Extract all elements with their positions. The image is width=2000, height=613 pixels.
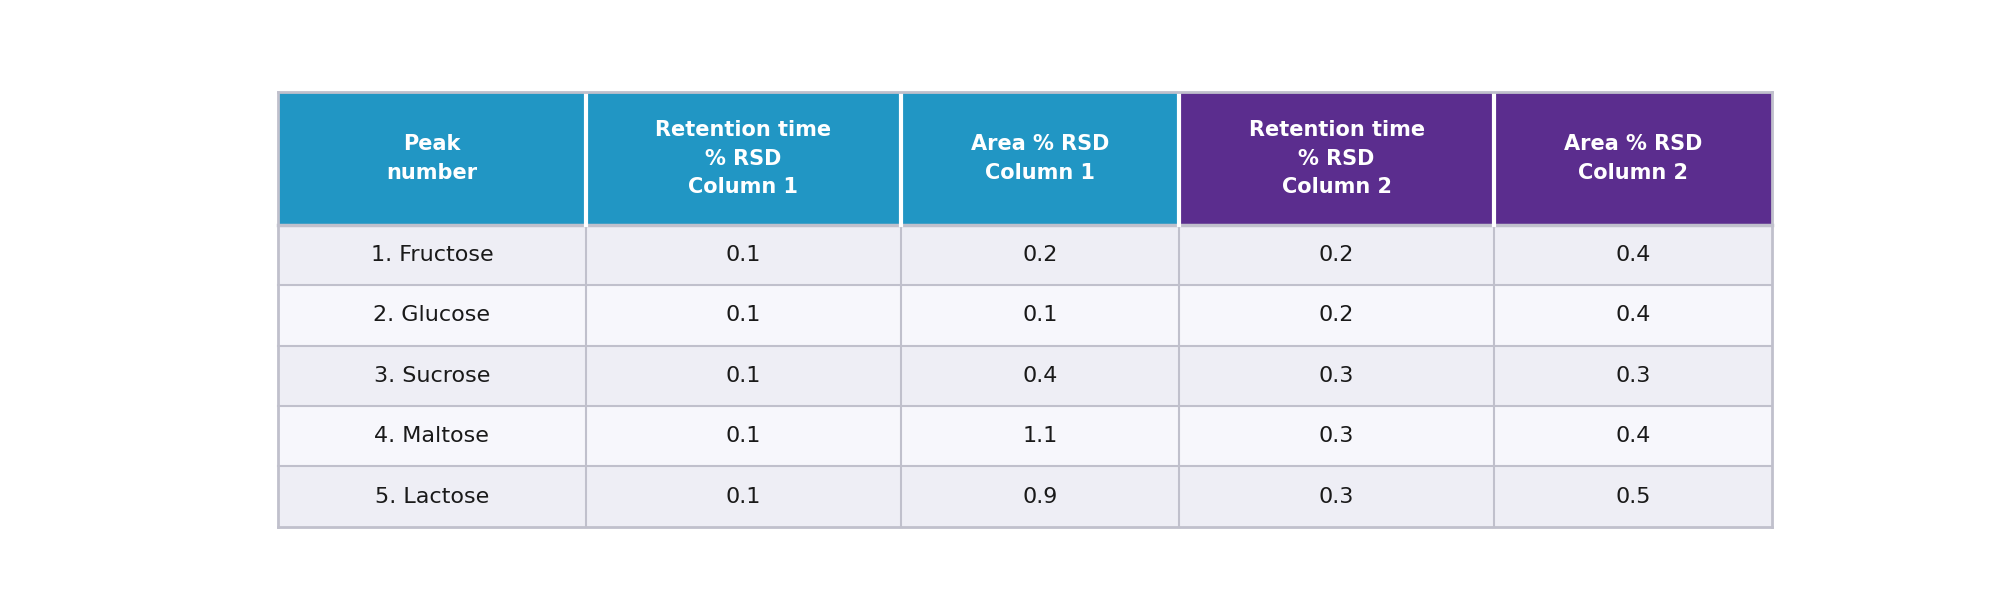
Text: 0.2: 0.2: [1318, 305, 1354, 326]
Bar: [902, 406, 1178, 466]
Text: 0.3: 0.3: [1616, 366, 1650, 386]
Bar: [1494, 93, 1772, 225]
Text: 0.2: 0.2: [1318, 245, 1354, 265]
Text: 1. Fructose: 1. Fructose: [370, 245, 494, 265]
Bar: [1494, 346, 1772, 406]
Text: 0.4: 0.4: [1616, 305, 1650, 326]
Text: 0.4: 0.4: [1616, 426, 1650, 446]
Text: Retention time
% RSD
Column 1: Retention time % RSD Column 1: [656, 120, 832, 197]
Bar: [1178, 346, 1494, 406]
Bar: [278, 346, 586, 406]
Bar: [1178, 406, 1494, 466]
Text: 1.1: 1.1: [1022, 426, 1058, 446]
Bar: [1178, 285, 1494, 346]
Bar: [586, 466, 902, 527]
Text: 3. Sucrose: 3. Sucrose: [374, 366, 490, 386]
Text: 0.3: 0.3: [1318, 426, 1354, 446]
Text: 0.1: 0.1: [726, 245, 762, 265]
Text: 0.2: 0.2: [1022, 245, 1058, 265]
Text: Area % RSD
Column 1: Area % RSD Column 1: [970, 134, 1110, 183]
Bar: [278, 225, 586, 285]
Text: 0.3: 0.3: [1318, 366, 1354, 386]
Text: Retention time
% RSD
Column 2: Retention time % RSD Column 2: [1248, 120, 1424, 197]
Text: 0.9: 0.9: [1022, 487, 1058, 506]
Text: 0.1: 0.1: [726, 366, 762, 386]
Bar: [1494, 285, 1772, 346]
Bar: [278, 466, 586, 527]
Text: 2. Glucose: 2. Glucose: [374, 305, 490, 326]
Bar: [902, 93, 1178, 225]
Bar: [278, 93, 586, 225]
Text: 0.5: 0.5: [1616, 487, 1650, 506]
Bar: [902, 225, 1178, 285]
Bar: [1178, 93, 1494, 225]
Bar: [586, 93, 902, 225]
Bar: [1494, 466, 1772, 527]
Text: 5. Lactose: 5. Lactose: [374, 487, 488, 506]
Bar: [1494, 225, 1772, 285]
Bar: [278, 406, 586, 466]
Text: 0.1: 0.1: [726, 305, 762, 326]
Bar: [278, 285, 586, 346]
Bar: [586, 346, 902, 406]
Bar: [586, 285, 902, 346]
Text: 0.1: 0.1: [726, 487, 762, 506]
Text: 0.4: 0.4: [1022, 366, 1058, 386]
Bar: [1178, 225, 1494, 285]
Bar: [586, 406, 902, 466]
Bar: [902, 285, 1178, 346]
Text: 4. Maltose: 4. Maltose: [374, 426, 490, 446]
Bar: [586, 225, 902, 285]
Text: 0.1: 0.1: [726, 426, 762, 446]
Bar: [1178, 466, 1494, 527]
Text: 0.1: 0.1: [1022, 305, 1058, 326]
Text: 0.4: 0.4: [1616, 245, 1650, 265]
Bar: [1494, 406, 1772, 466]
Bar: [902, 346, 1178, 406]
Text: Peak
number: Peak number: [386, 134, 478, 183]
Text: 0.3: 0.3: [1318, 487, 1354, 506]
Text: Area % RSD
Column 2: Area % RSD Column 2: [1564, 134, 1702, 183]
Bar: [902, 466, 1178, 527]
